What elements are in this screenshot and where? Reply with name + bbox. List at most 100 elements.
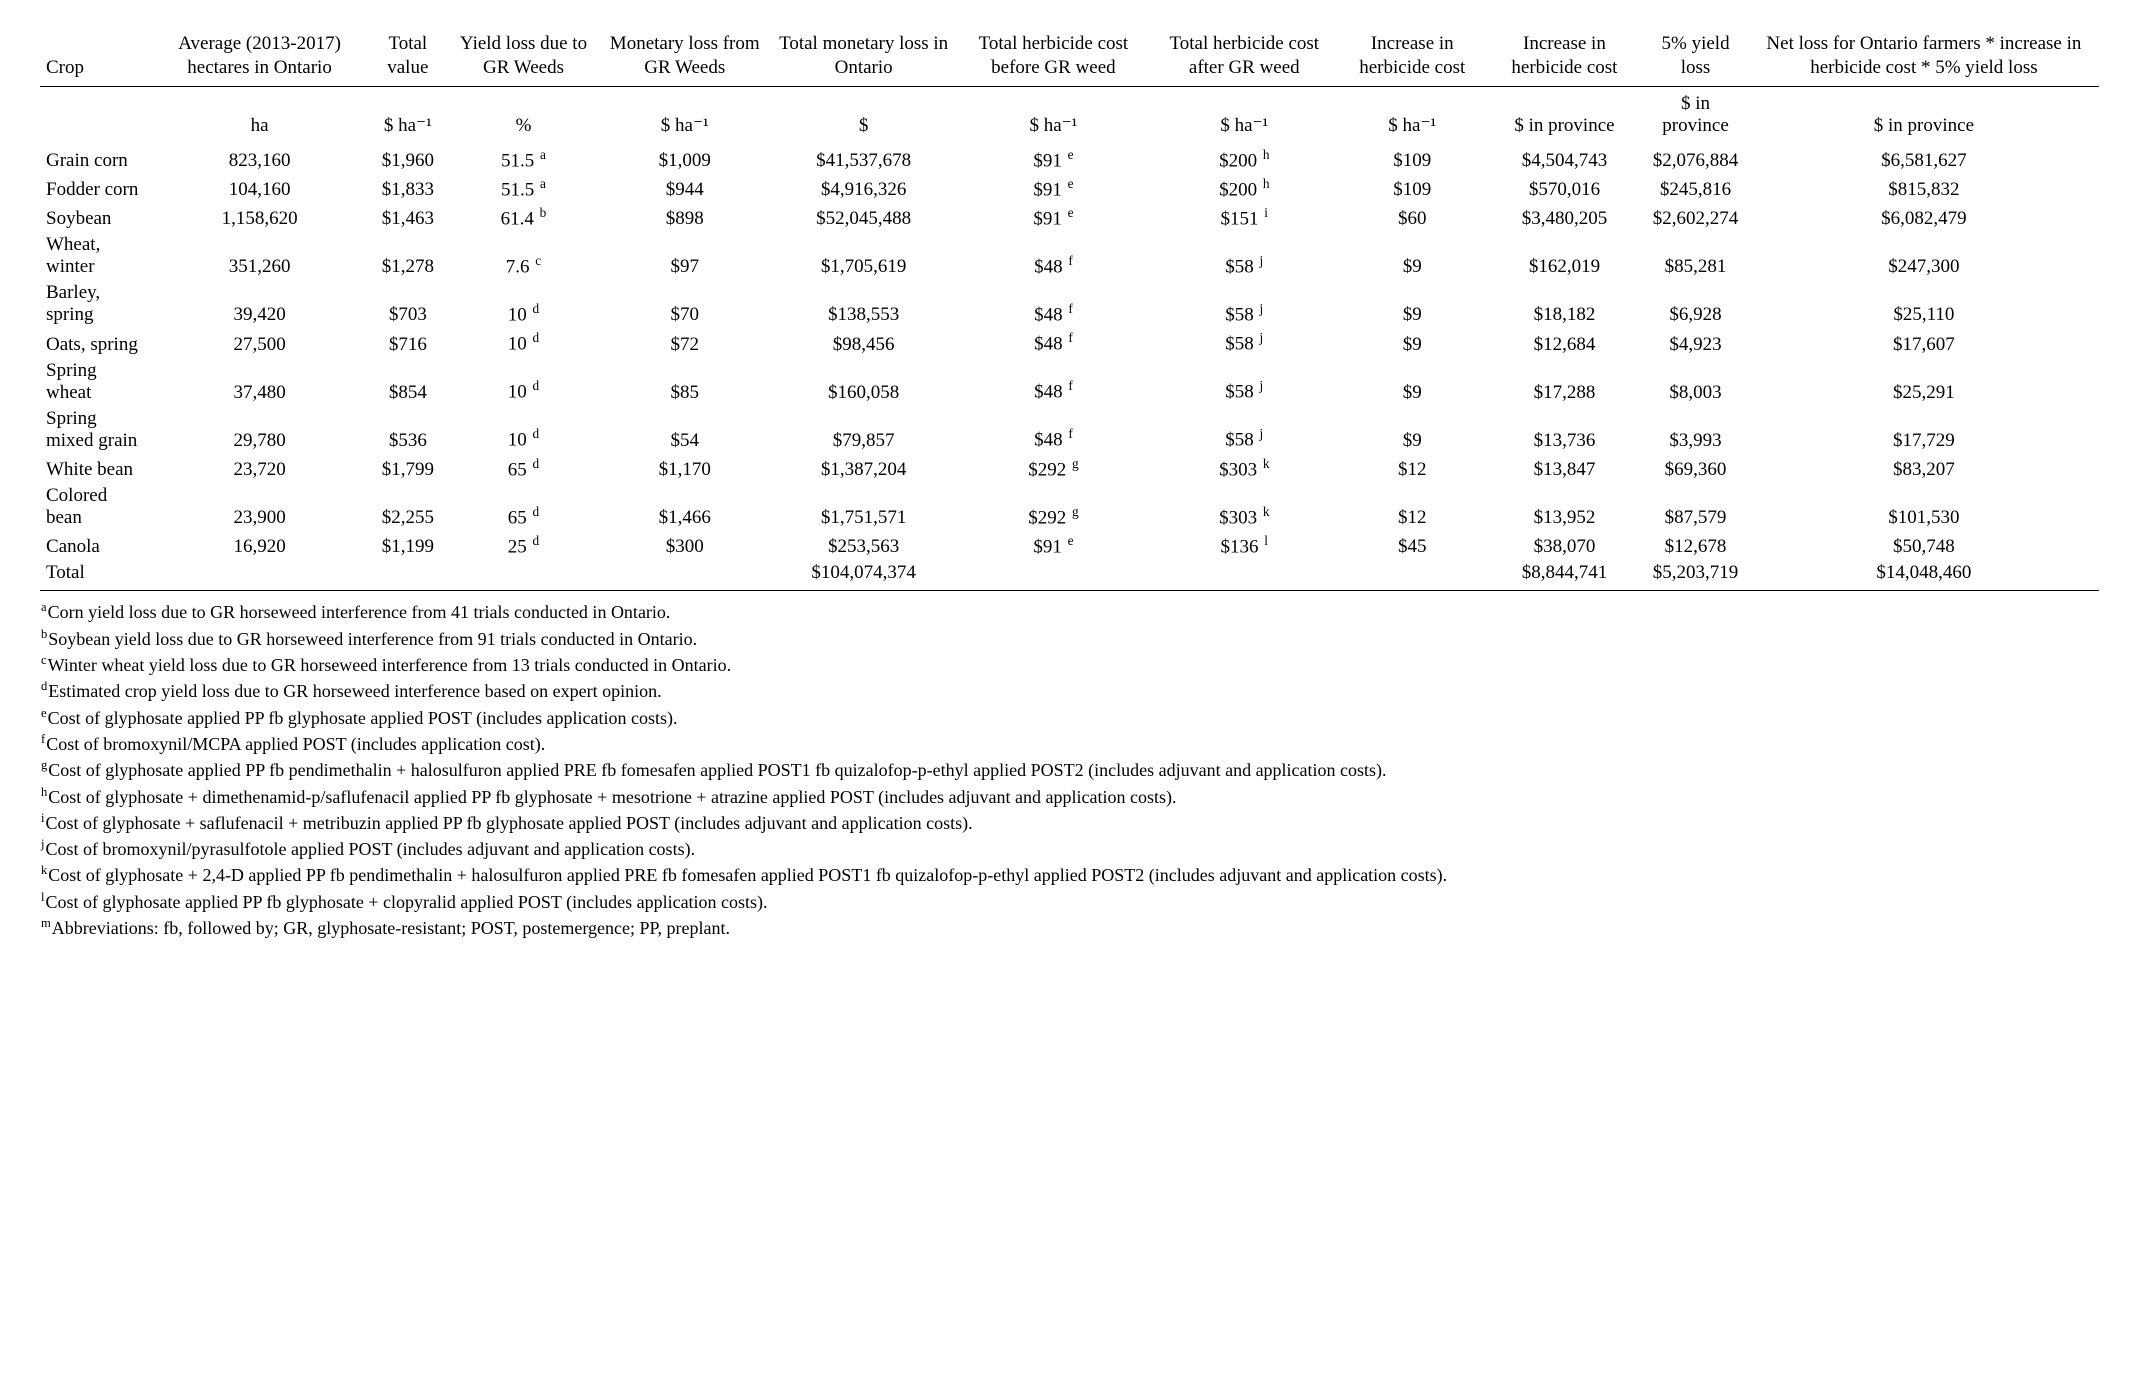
cell: $854: [367, 358, 449, 406]
cell: 51.5 a: [449, 145, 599, 174]
cell: 29,780: [152, 406, 367, 454]
cell: $2,602,274: [1642, 203, 1749, 232]
cell: $58 j: [1151, 358, 1338, 406]
cell: $48 f: [956, 358, 1151, 406]
cell: $25,110: [1749, 280, 2099, 328]
table-row: Wheat, winter351,260$1,2787.6 c$97$1,705…: [40, 232, 2099, 280]
cell: 10 d: [449, 358, 599, 406]
cell: 39,420: [152, 280, 367, 328]
cell: 16,920: [152, 531, 367, 560]
cell: $4,916,326: [771, 174, 956, 203]
cell: $85: [598, 358, 771, 406]
col-herb-before: Total herbicide cost before GR weed: [956, 30, 1151, 86]
cell: $12: [1338, 454, 1487, 483]
cell: 65 d: [449, 454, 599, 483]
cell: 351,260: [152, 232, 367, 280]
cell: $1,463: [367, 203, 449, 232]
cell: Wheat, winter: [40, 232, 152, 280]
cell: [956, 560, 1151, 591]
cell: $48 f: [956, 280, 1151, 328]
unit-cell: ha: [152, 86, 367, 145]
footnote: iCost of glyphosate + saflufenacil + met…: [40, 810, 2099, 835]
cell: $4,923: [1642, 328, 1749, 357]
cell: $2,076,884: [1642, 145, 1749, 174]
cell: $70: [598, 280, 771, 328]
cell: $1,278: [367, 232, 449, 280]
footnote: lCost of glyphosate applied PP fb glypho…: [40, 889, 2099, 914]
cell: $570,016: [1487, 174, 1643, 203]
cell: $9: [1338, 358, 1487, 406]
cell: $292 g: [956, 454, 1151, 483]
cell: $38,070: [1487, 531, 1643, 560]
cell: 25 d: [449, 531, 599, 560]
unit-cell: $ ha⁻¹: [1338, 86, 1487, 145]
col-monetary-loss: Monetary loss from GR Weeds: [598, 30, 771, 86]
cell: $5,203,719: [1642, 560, 1749, 591]
cell: $245,816: [1642, 174, 1749, 203]
footnote: fCost of bromoxynil/MCPA applied POST (i…: [40, 731, 2099, 756]
cell: $703: [367, 280, 449, 328]
col-hectares: Average (2013-2017) hectares in Ontario: [152, 30, 367, 86]
unit-cell: $ ha⁻¹: [1151, 86, 1338, 145]
cell: White bean: [40, 454, 152, 483]
cell: $91 e: [956, 203, 1151, 232]
cell: $12,684: [1487, 328, 1643, 357]
cell: $1,170: [598, 454, 771, 483]
cell: Fodder corn: [40, 174, 152, 203]
cell: 65 d: [449, 483, 599, 531]
cell: $54: [598, 406, 771, 454]
cell: 823,160: [152, 145, 367, 174]
unit-cell: $ in province: [1749, 86, 2099, 145]
cell: $162,019: [1487, 232, 1643, 280]
table-row: Canola16,920$1,19925 d$300$253,563$91 e$…: [40, 531, 2099, 560]
cell: 27,500: [152, 328, 367, 357]
cell: $200 h: [1151, 174, 1338, 203]
cell: $72: [598, 328, 771, 357]
table-row: Spring mixed grain29,780$53610 d$54$79,8…: [40, 406, 2099, 454]
cell: $85,281: [1642, 232, 1749, 280]
units-row: ha $ ha⁻¹ % $ ha⁻¹ $ $ ha⁻¹ $ ha⁻¹ $ ha⁻…: [40, 86, 2099, 145]
table-row: Fodder corn104,160$1,83351.5 a$944$4,916…: [40, 174, 2099, 203]
cell: $6,928: [1642, 280, 1749, 328]
cell: $14,048,460: [1749, 560, 2099, 591]
cell: 7.6 c: [449, 232, 599, 280]
cell: $87,579: [1642, 483, 1749, 531]
cell: $815,832: [1749, 174, 2099, 203]
cell: $898: [598, 203, 771, 232]
cell: $45: [1338, 531, 1487, 560]
unit-cell: $ ha⁻¹: [367, 86, 449, 145]
cell: $41,537,678: [771, 145, 956, 174]
footnote: cWinter wheat yield loss due to GR horse…: [40, 652, 2099, 677]
cell: $944: [598, 174, 771, 203]
cell: $1,199: [367, 531, 449, 560]
cell: $58 j: [1151, 232, 1338, 280]
cell: $1,009: [598, 145, 771, 174]
unit-cell: [40, 86, 152, 145]
cell: 23,720: [152, 454, 367, 483]
table-row: Colored bean23,900$2,25565 d$1,466$1,751…: [40, 483, 2099, 531]
footnote: dEstimated crop yield loss due to GR hor…: [40, 678, 2099, 703]
cell: $1,960: [367, 145, 449, 174]
cell: $151 i: [1151, 203, 1338, 232]
cell: $25,291: [1749, 358, 2099, 406]
cell: Oats, spring: [40, 328, 152, 357]
cell: $1,705,619: [771, 232, 956, 280]
cell: [598, 560, 771, 591]
cell: 1,158,620: [152, 203, 367, 232]
cell: $9: [1338, 232, 1487, 280]
cell: $9: [1338, 406, 1487, 454]
cell: $17,729: [1749, 406, 2099, 454]
cell: $9: [1338, 280, 1487, 328]
cell: $1,751,571: [771, 483, 956, 531]
cell: $292 g: [956, 483, 1151, 531]
cell: $253,563: [771, 531, 956, 560]
cell: $247,300: [1749, 232, 2099, 280]
cell: $1,387,204: [771, 454, 956, 483]
cell: $2,255: [367, 483, 449, 531]
total-row: Total$104,074,374$8,844,741$5,203,719$14…: [40, 560, 2099, 591]
cell: [1338, 560, 1487, 591]
cell: Spring wheat: [40, 358, 152, 406]
cell: Barley, spring: [40, 280, 152, 328]
cell: $303 k: [1151, 483, 1338, 531]
cell: $1,799: [367, 454, 449, 483]
